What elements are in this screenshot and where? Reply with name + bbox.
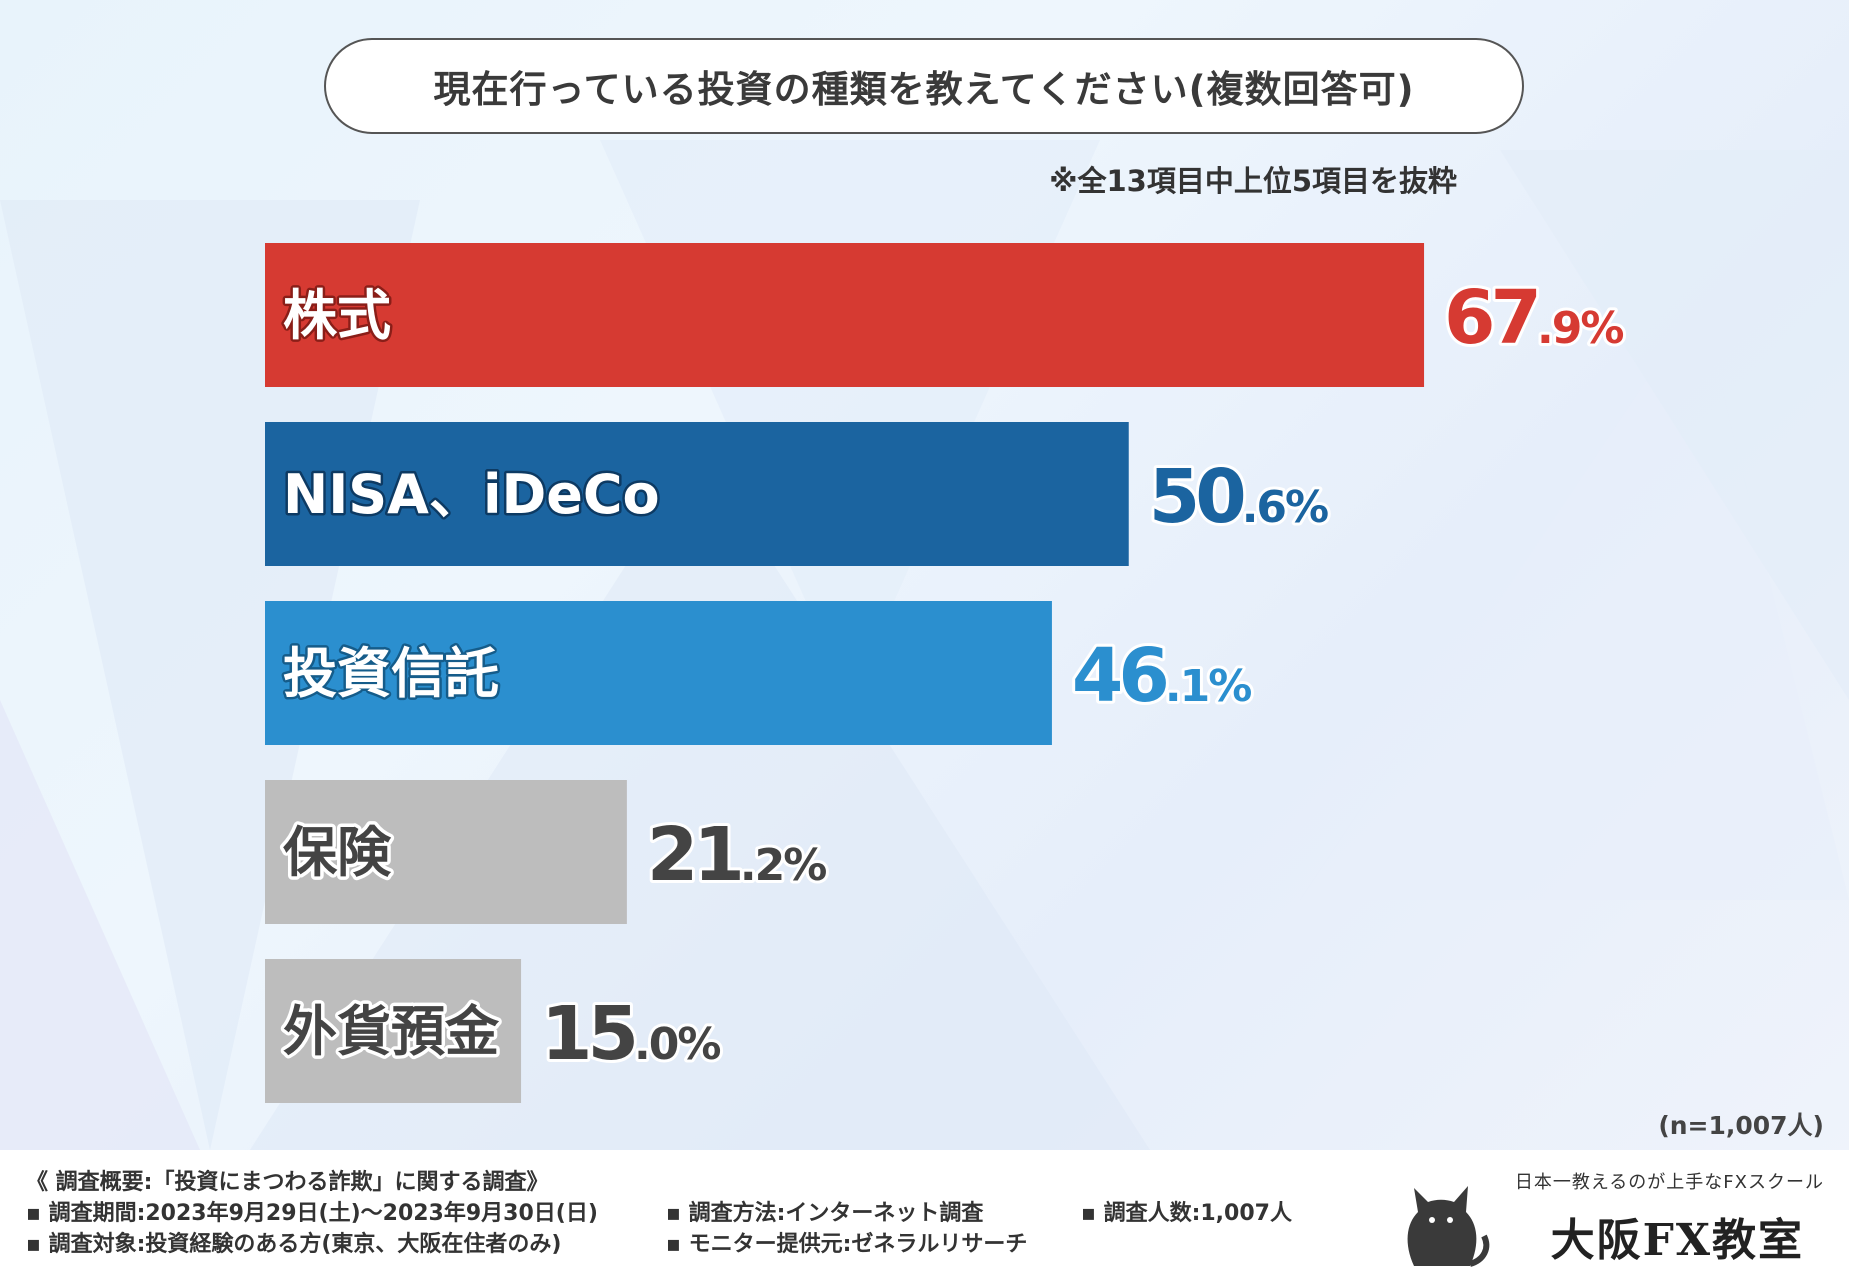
value-label-2: 50.6%	[1149, 454, 1328, 540]
bar-label-5: 外貨預金	[283, 1000, 500, 1063]
survey-summary: 《 調査概要:「投資にまつわる詐欺」に関する調査》	[26, 1170, 549, 1195]
bar-label-2: NISA、iDeCo	[283, 463, 660, 526]
survey-provider: ▪ モニター提供元:ゼネラルリサーチ	[666, 1232, 1028, 1257]
survey-target: ▪ 調査対象:投資経験のある方(東京、大阪在住者のみ)	[26, 1232, 562, 1257]
survey-row-1: ▪ 調査期間:2023年9月29日(土)～2023年9月30日(日) ▪ 調査方…	[26, 1195, 1849, 1226]
bar-label-3: 投資信託	[283, 642, 499, 705]
logo-name: 大阪FX教室	[1550, 1215, 1804, 1266]
bar-2	[265, 422, 1129, 566]
bar-chart: 株式 67.9% NISA、iDeCo 50.6% 投資信託 46.1% 保険 21.2% 外貨…	[265, 243, 1626, 1103]
survey-footer: 《 調査概要:「投資にまつわる詐欺」に関する調査》 ▪ 調査期間:2023年9月…	[0, 1150, 1849, 1280]
brand-logo: 日本一教えるのが上手なFXスクール 大阪FX教室	[1384, 1168, 1824, 1268]
survey-row-2: ▪ 調査対象:投資経験のある方(東京、大阪在住者のみ) ▪ モニター提供元:ゼネ…	[26, 1226, 1849, 1257]
sample-size: (n=1,007人)	[1658, 1111, 1824, 1140]
bar-5	[265, 959, 522, 1103]
chart-note: ※全13項目中上位5項目を抜粋	[1049, 164, 1457, 198]
bar-4	[265, 780, 627, 924]
bar-label-4: 保険	[283, 821, 392, 884]
value-label-4: 21.2%	[647, 812, 826, 898]
value-label-5: 15.0%	[541, 991, 720, 1077]
cat-icon	[1407, 1186, 1490, 1267]
bar-1	[265, 243, 1425, 387]
value-label-1: 67.9%	[1444, 275, 1623, 361]
survey-method: ▪ 調査方法:インターネット調査	[666, 1201, 984, 1226]
logo-tagline: 日本一教えるのが上手なFXスクール	[1514, 1172, 1824, 1193]
value-label-3: 46.1%	[1072, 633, 1251, 719]
survey-period: ▪ 調査期間:2023年9月29日(土)～2023年9月30日(日)	[26, 1201, 598, 1226]
survey-count: ▪ 調査人数:1,007人	[1081, 1201, 1292, 1226]
chart-title-box: 現在行っている投資の種類を教えてください(複数回答可)	[324, 38, 1524, 134]
bar-label-1: 株式	[283, 284, 391, 347]
chart-title: 現在行っている投資の種類を教えてください(複数回答可)	[433, 68, 1415, 111]
bar-3	[265, 601, 1052, 745]
